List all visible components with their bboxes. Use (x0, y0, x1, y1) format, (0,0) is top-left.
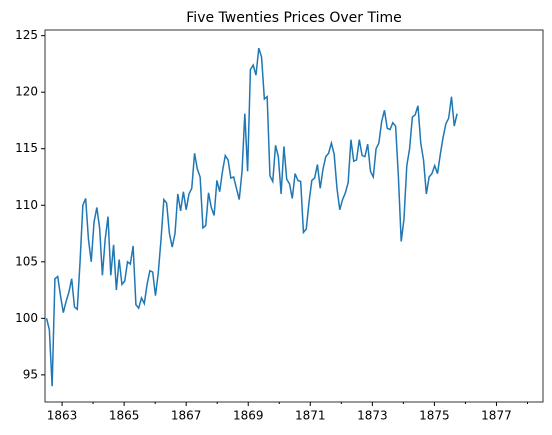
y-tick-label: 125 (15, 28, 38, 42)
x-tick-label: 1873 (357, 409, 388, 423)
plot-frame (44, 29, 544, 403)
x-tick-label: 1871 (295, 409, 326, 423)
y-tick-label: 110 (15, 198, 38, 212)
y-tick-label: 95 (23, 367, 38, 381)
y-tick-label: 105 (15, 254, 38, 268)
x-tick-label: 1869 (233, 409, 264, 423)
chart-title: Five Twenties Prices Over Time (186, 10, 401, 26)
x-tick-label: 1875 (419, 409, 450, 423)
line (45, 47, 458, 387)
y-tick-label: 120 (15, 85, 38, 99)
x-tick-label: 1865 (109, 409, 140, 423)
y-tick-label: 115 (15, 141, 38, 155)
x-tick-label: 1877 (481, 409, 512, 423)
x-tick-label: 1867 (171, 409, 202, 423)
y-tick-label: 100 (15, 311, 38, 325)
x-tick-label: 1863 (47, 409, 78, 423)
